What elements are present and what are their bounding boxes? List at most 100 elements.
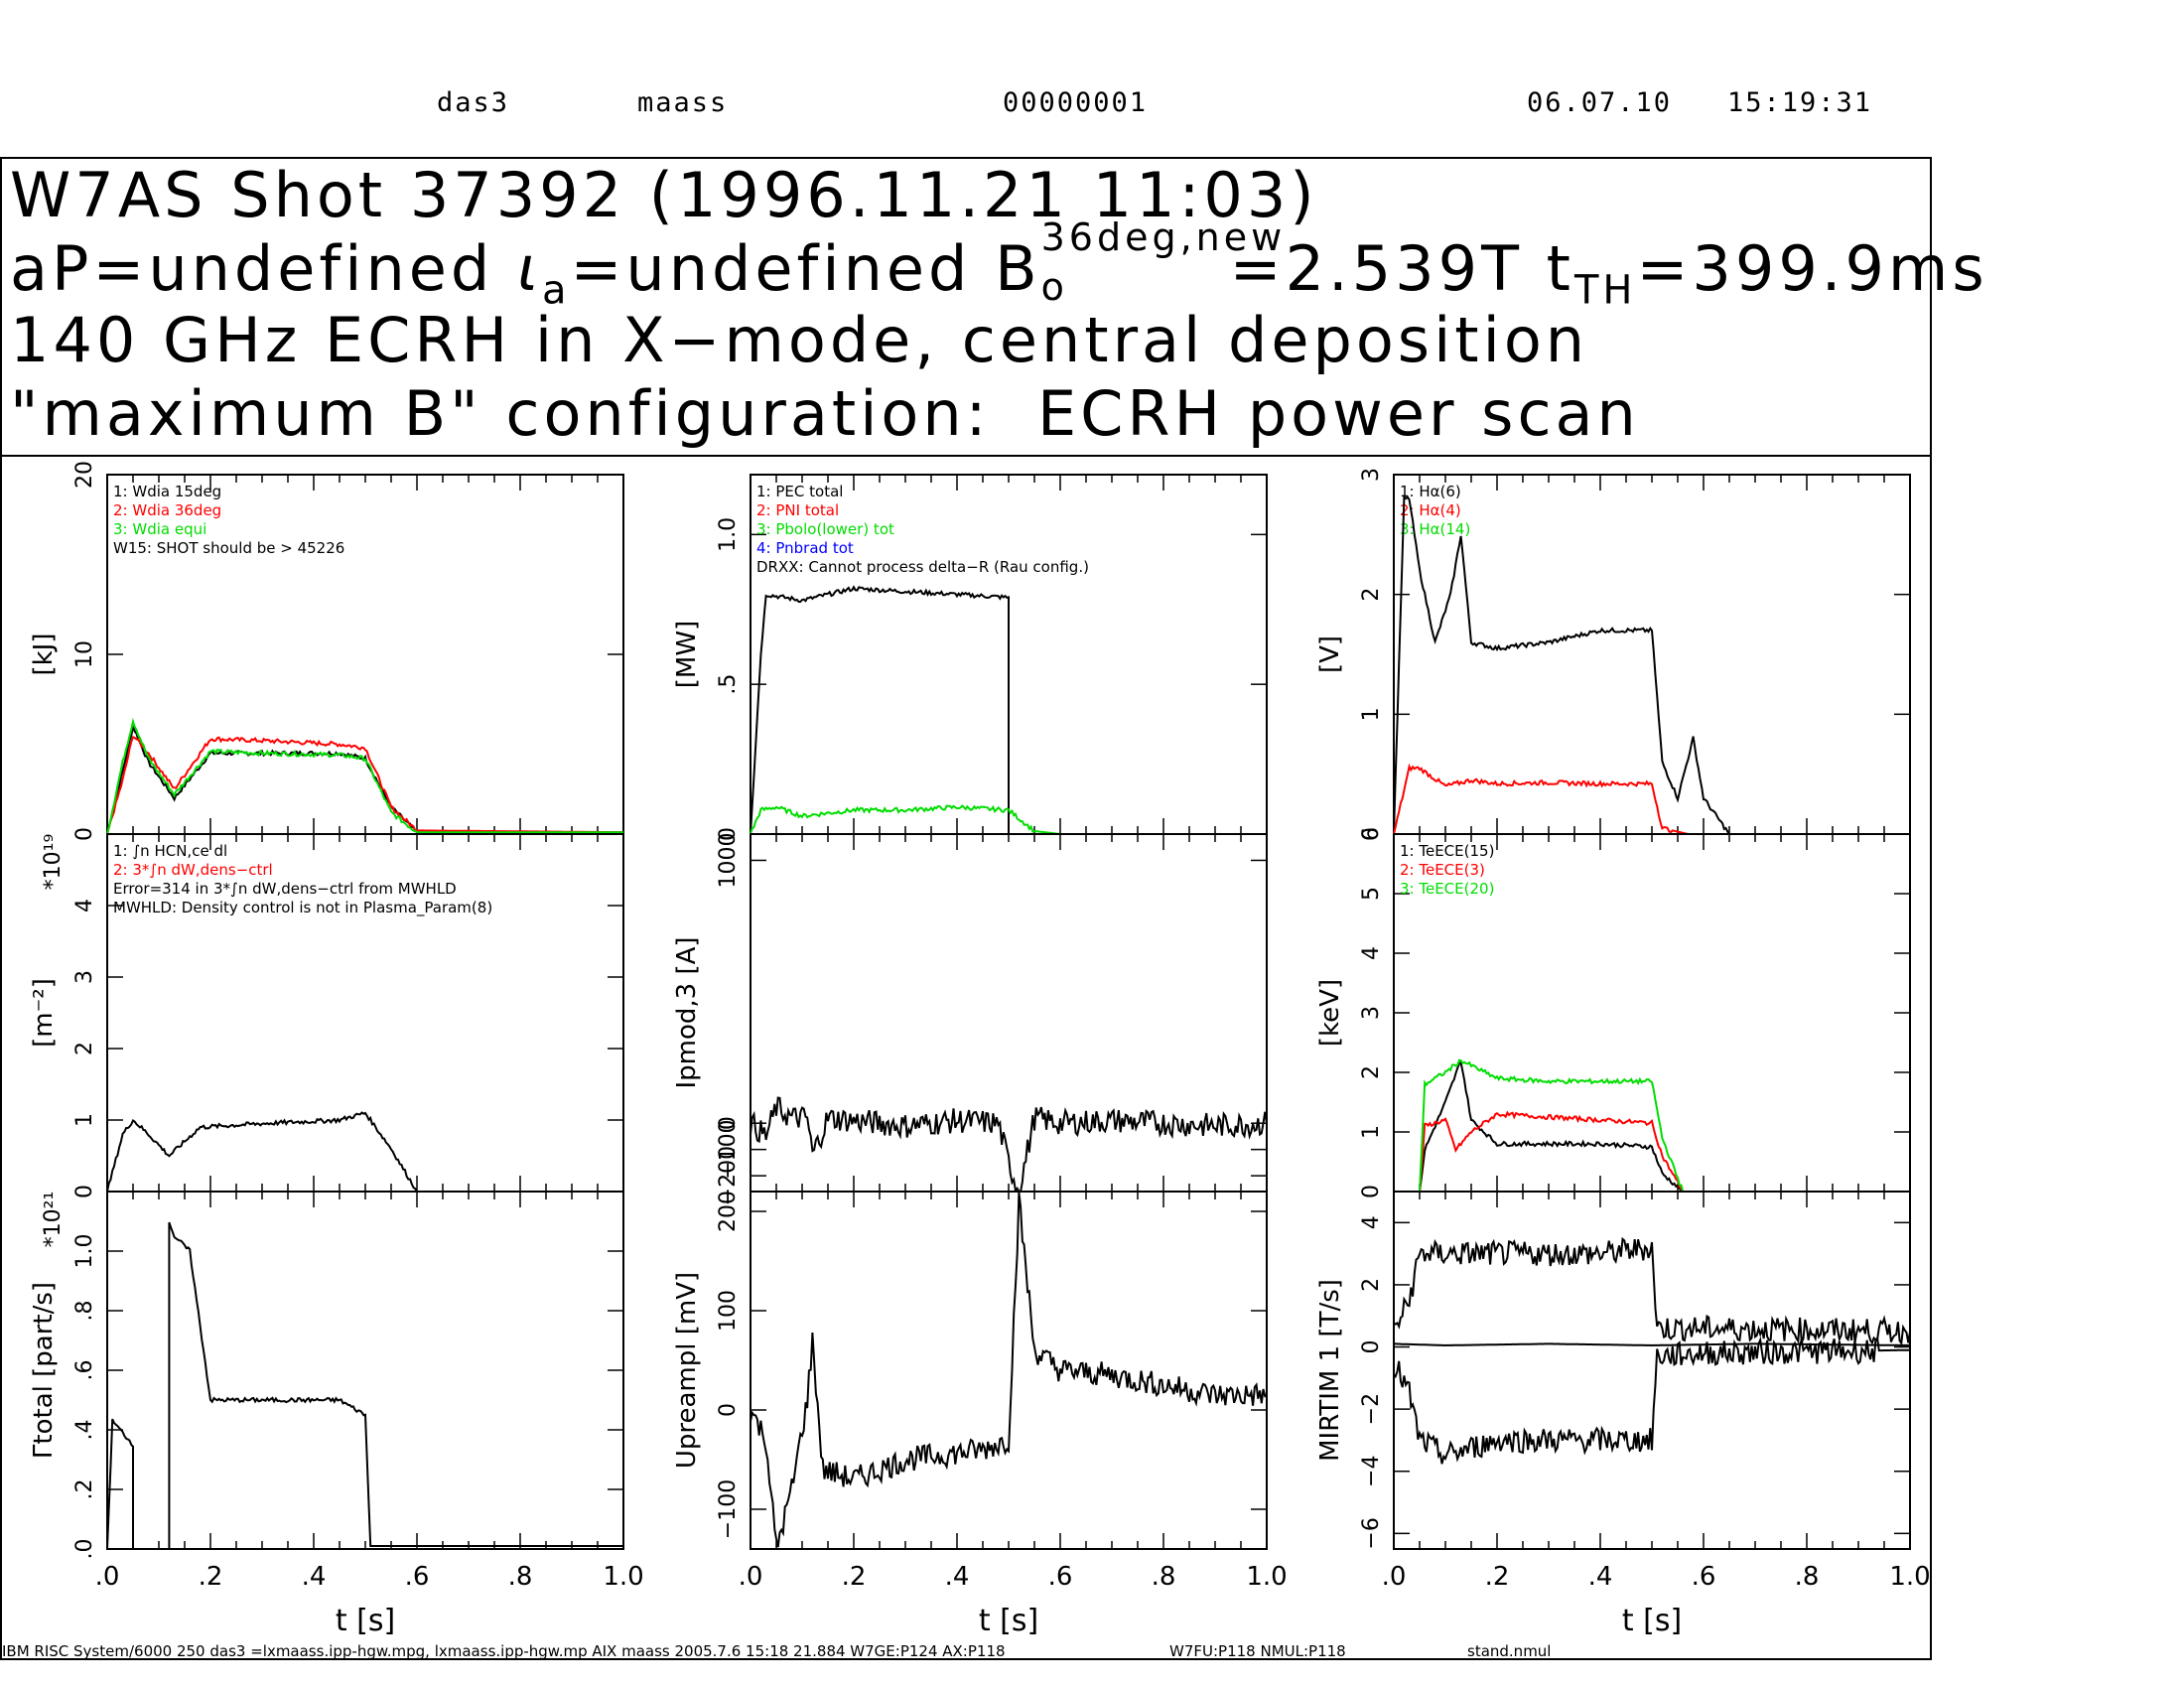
legend-entry: 3: Hα(14) xyxy=(1400,520,1470,538)
y-tick-label: 4 xyxy=(1359,946,1384,960)
title-t-sub: TH xyxy=(1573,267,1637,314)
y-tick-label: 1 xyxy=(72,1113,97,1127)
y-tick-label: 5 xyxy=(1359,887,1384,901)
y-tick-label: 4 xyxy=(1359,1215,1384,1229)
legend-entry: 2: 3*∫n dW,dens−ctrl xyxy=(113,861,273,879)
x-tick-label: .0 xyxy=(739,1562,763,1592)
y-tick-label: .5 xyxy=(716,674,741,695)
y-tick-label: 2 xyxy=(72,1042,97,1055)
y-axis-label: [V] xyxy=(1315,635,1345,673)
x-tick-label: .2 xyxy=(199,1562,223,1592)
x-tick-label: 1.0 xyxy=(603,1562,643,1592)
series-line-1 xyxy=(106,726,623,835)
legend-entry: 3: Wdia equi xyxy=(113,520,206,538)
y-tick-label: 6 xyxy=(1359,827,1384,841)
y-tick-label: 100 xyxy=(716,1290,741,1332)
x-tick-label: .8 xyxy=(508,1562,533,1592)
legend-entry: MWHLD: Density control is not in Plasma_… xyxy=(113,899,492,917)
y-axis-label: Upreampl [mV] xyxy=(672,1272,702,1469)
x-axis-label: t [s] xyxy=(336,1604,395,1638)
title-b-sub: o xyxy=(1040,265,1068,309)
y-tick-label: 3 xyxy=(1359,1006,1384,1020)
x-tick-label: .4 xyxy=(945,1562,970,1592)
footer-mid: W7FU:P118 NMUL:P118 xyxy=(1169,1642,1346,1660)
title-iota: ι xyxy=(516,232,542,305)
x-tick-label: 1.0 xyxy=(1246,1562,1287,1592)
series-line-1 xyxy=(106,1111,623,1193)
y-tick-label: 2 xyxy=(1359,1278,1384,1292)
title-b-sup: 36deg,new xyxy=(1040,215,1287,259)
title-line-2: aP=undefined ιa=undefined B 36deg,new o =2.… xyxy=(10,218,1988,314)
y-axis-label: [kJ] xyxy=(29,633,59,675)
title-b: =undefined B xyxy=(570,232,1041,305)
x-tick-label: .8 xyxy=(1152,1562,1176,1592)
legend-entry: 1: ∫n HCN,ce dl xyxy=(113,842,227,860)
y-tick-label: −6 xyxy=(1359,1517,1384,1549)
y-tick-label: 1 xyxy=(1359,707,1384,721)
legend-entry: 3: TeECE(20) xyxy=(1400,880,1494,898)
legend-entry: 2: Hα(4) xyxy=(1400,501,1461,519)
legend-entry: W15: SHOT should be > 45226 xyxy=(113,539,344,557)
x-tick-label: .2 xyxy=(1485,1562,1510,1592)
y-tick-label: 1 xyxy=(1359,1125,1384,1139)
legend-entry: 2: TeECE(3) xyxy=(1400,861,1485,879)
plot-frame xyxy=(0,457,1932,1660)
x-tick-label: .6 xyxy=(1692,1562,1716,1592)
legend-entry: 1: Hα(6) xyxy=(1400,483,1461,500)
y-axis-label: Ipmod,3 [A] xyxy=(672,936,702,1088)
y-tick-label: 4 xyxy=(72,899,97,913)
y-tick-label: .6 xyxy=(72,1360,97,1381)
y-multiplier: *10¹⁹ xyxy=(41,834,66,891)
footer-right: stand.nmul xyxy=(1467,1642,1552,1660)
series-line-1 xyxy=(106,1221,623,1550)
y-axis-label: [keV] xyxy=(1315,979,1345,1047)
title-box: W7AS Shot 37392 (1996.11.21 11:03) aP=un… xyxy=(0,157,1984,457)
y-tick-label: 0 xyxy=(72,827,97,841)
title-line-3: 140 GHz ECRH in X−mode, central depositi… xyxy=(10,304,1589,376)
y-multiplier: *10²¹ xyxy=(41,1192,66,1248)
y-tick-label: .0 xyxy=(72,1539,97,1560)
y-tick-label: 20 xyxy=(72,461,97,489)
y-tick-label: 1000 xyxy=(716,832,741,888)
series-line-1 xyxy=(750,585,1267,835)
title-t: =2.539T t xyxy=(1229,232,1574,305)
y-tick-label: 0 xyxy=(716,827,741,841)
y-tick-label: 2 xyxy=(1359,1065,1384,1079)
series-line-1 xyxy=(750,1096,1268,1193)
y-tick-label: 2 xyxy=(1359,588,1384,602)
series-line-3 xyxy=(106,717,623,835)
y-tick-label: 0 xyxy=(72,1185,97,1198)
y-axis-label: MIRTIM 1 [T/s] xyxy=(1315,1279,1345,1462)
header-user: maass xyxy=(637,87,729,118)
y-tick-label: −4 xyxy=(1359,1456,1384,1487)
legend-entry: 1: TeECE(15) xyxy=(1400,842,1494,860)
x-axis-label: t [s] xyxy=(1622,1604,1682,1638)
y-tick-label: 0 xyxy=(1359,1340,1384,1354)
panel-frame-r1c1 xyxy=(750,833,1268,1193)
x-tick-label: .6 xyxy=(1048,1562,1073,1592)
header-host: das3 xyxy=(437,87,510,118)
legend-entry: 3: Pbolo(lower) tot xyxy=(756,520,894,538)
x-tick-label: .0 xyxy=(95,1562,120,1592)
y-tick-label: 3 xyxy=(1359,468,1384,482)
y-tick-label: 1.0 xyxy=(72,1234,97,1269)
legend-entry: DRXX: Cannot process delta−R (Rau config… xyxy=(756,558,1089,576)
x-tick-label: .8 xyxy=(1795,1562,1820,1592)
y-tick-label: 200 xyxy=(716,1191,741,1232)
series-line-2 xyxy=(1394,1110,1910,1193)
y-axis-label: [MW] xyxy=(672,621,702,688)
legend-entry: 2: PNI total xyxy=(756,501,839,519)
y-tick-label: 0 xyxy=(1359,1185,1384,1198)
footer-left: IBM RISC System/6000 250 das3 =lxmaass.i… xyxy=(2,1642,1006,1660)
title-iota-sub: a xyxy=(541,267,571,314)
title-line-1: W7AS Shot 37392 (1996.11.21 11:03) xyxy=(10,159,1318,231)
panel-frame-r2c1 xyxy=(750,1191,1268,1550)
series-line-1 xyxy=(1393,1236,1911,1346)
y-tick-label: −2 xyxy=(1359,1393,1384,1425)
title-t-value: =399.9ms xyxy=(1636,232,1988,305)
y-tick-label: 0 xyxy=(716,1116,741,1130)
y-tick-label: 1.0 xyxy=(716,517,741,552)
y-tick-label: −100 xyxy=(716,1479,741,1539)
x-tick-label: .6 xyxy=(405,1562,430,1592)
